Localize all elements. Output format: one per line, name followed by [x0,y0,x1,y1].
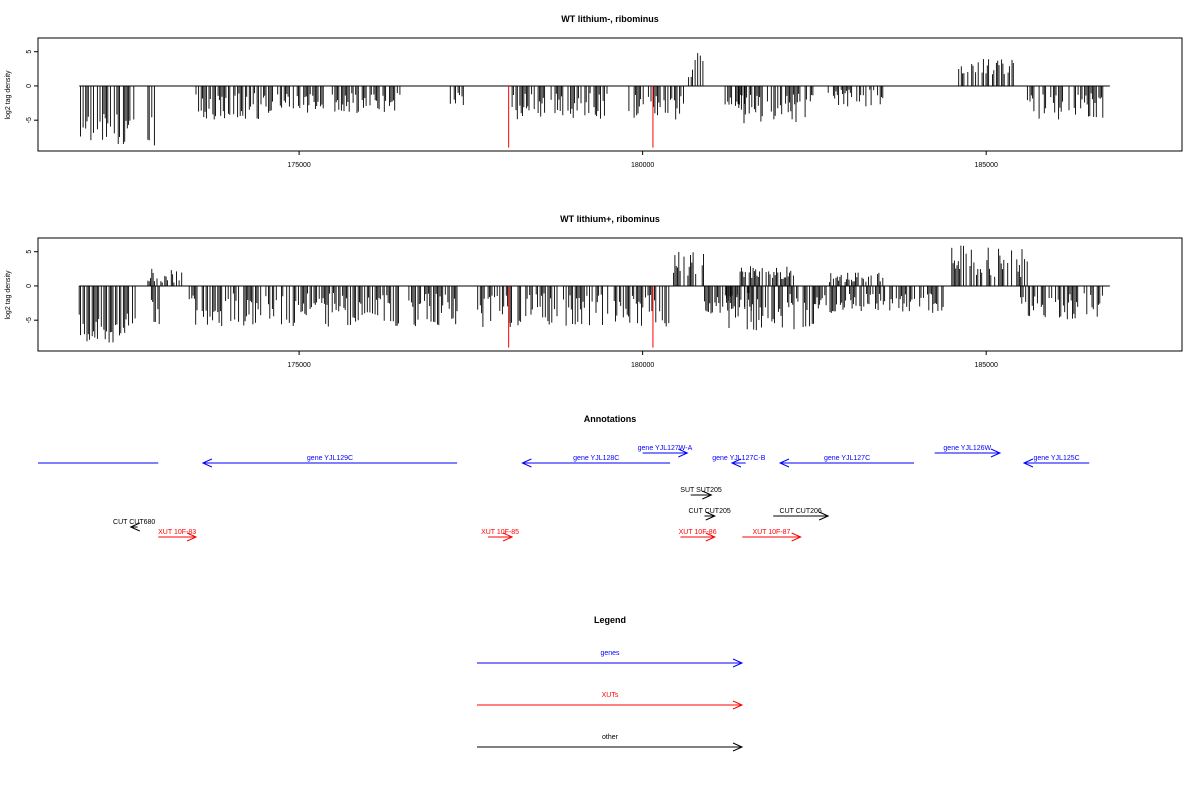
legend-item: XUTs [477,692,744,710]
feature-label: XUT 10F-83 [158,529,196,536]
feature-arrows: gene YJL129C gene YJL128C gene YJL127W-A ge… [38,445,1090,542]
arrow-head [818,511,830,521]
y-tick-label: 0 [26,284,33,288]
legend: Legend genes XUTs other [477,615,744,752]
y-tick-label: 0 [26,84,33,88]
feature-label: gene YJL128C [573,455,619,462]
legend-label: XUTs [602,692,619,699]
x-tick-label: 180000 [631,162,654,169]
arrow-head [778,458,790,468]
x-tick-label: 180000 [631,362,654,369]
arrow-head [186,532,198,542]
feature-label: gene YJL127C [824,455,870,462]
feature-gene: gene YJL127C [778,455,915,468]
feature-gene: gene YJL127W-A [638,445,693,458]
feature-xut: XUT 10F-83 [158,529,198,542]
feature-label: gene YJL126W [943,445,991,452]
arrow-head [521,458,532,468]
track-panel-lithium-plus: WT lithium+, ribominus log2 tag density … [5,214,1183,369]
feature-label: XUT 10F-86 [679,529,717,536]
axes: 5 0 -5 175000 180000 185000 [26,50,998,169]
feature-label: gene YJL125C [1034,455,1080,462]
arrow-head [705,511,717,521]
x-tick-label: 185000 [975,162,998,169]
y-tick-label: 5 [26,50,33,54]
signal-bars [78,245,1110,348]
y-tick-label: -5 [26,117,33,123]
legend-title: Legend [594,615,626,625]
arrow-head [791,532,802,542]
arrow-head [502,532,514,542]
annotations-track: Annotations gene YJL129C gene YJL128Cgene… [38,414,1090,542]
panel-title: WT lithium-, ribominus [561,14,659,24]
feature-other: CUT CUT205 [688,508,731,521]
feature-gene: gene YJL127C-B [712,455,766,468]
arrow-head [1022,458,1034,468]
feature-gene: gene YJL129C [201,455,458,468]
feature-label: SUT SUT205 [680,487,722,494]
signal-bars [79,53,1110,148]
panel-title: WT lithium+, ribominus [560,214,660,224]
feature-label: CUT CUT680 [113,519,155,526]
axes: 5 0 -5 175000 180000 185000 [26,250,998,369]
arrow-head [730,458,742,468]
feature-gene: gene YJL125C [1022,455,1090,468]
arrow-head [732,700,744,710]
feature-other: CUT CUT680 [113,519,155,532]
arrow-head [678,448,689,458]
plot-frame [37,37,1183,152]
x-tick-label: 185000 [975,362,998,369]
arrow-head [732,742,744,752]
feature-xut: XUT 10F-85 [481,529,519,542]
x-tick-label: 175000 [287,362,310,369]
arrow-head [705,532,717,542]
y-axis-label: log2 tag density [5,70,12,120]
arrow-head [732,658,744,668]
legend-items: genes XUTs other [477,650,744,752]
feature-other: SUT SUT205 [680,487,722,500]
plot-frame [37,237,1183,352]
legend-item: genes [477,650,744,668]
arrow-head [129,522,140,532]
arrow-head [201,458,213,468]
feature-label: CUT CUT205 [688,508,730,515]
feature-xut: XUT 10F-87 [742,529,802,542]
annotations-title: Annotations [584,414,637,424]
feature-other: CUT CUT206 [773,508,830,521]
feature-xut: XUT 10F-86 [679,529,717,542]
arrow-head [702,490,713,500]
arrow-head [990,448,1002,458]
y-tick-label: 5 [26,250,33,254]
feature-gene: gene YJL126W [934,445,1002,458]
legend-label: other [602,734,619,741]
feature-label: CUT CUT206 [780,508,822,515]
x-tick-label: 175000 [287,162,310,169]
feature-label: gene YJL129C [307,455,353,462]
feature-label: gene YJL127C-B [712,455,766,462]
feature-label: gene YJL127W-A [638,445,693,452]
feature-label: XUT 10F-85 [481,529,519,536]
y-tick-label: -5 [26,317,33,323]
legend-label: genes [600,650,620,657]
y-axis-label: log2 tag density [5,270,12,320]
feature-label: XUT 10F-87 [752,529,790,536]
feature-gene: gene YJL128C [521,455,671,468]
legend-item: other [477,734,744,752]
track-panel-lithium-minus: WT lithium-, ribominus log2 tag density … [5,14,1183,169]
